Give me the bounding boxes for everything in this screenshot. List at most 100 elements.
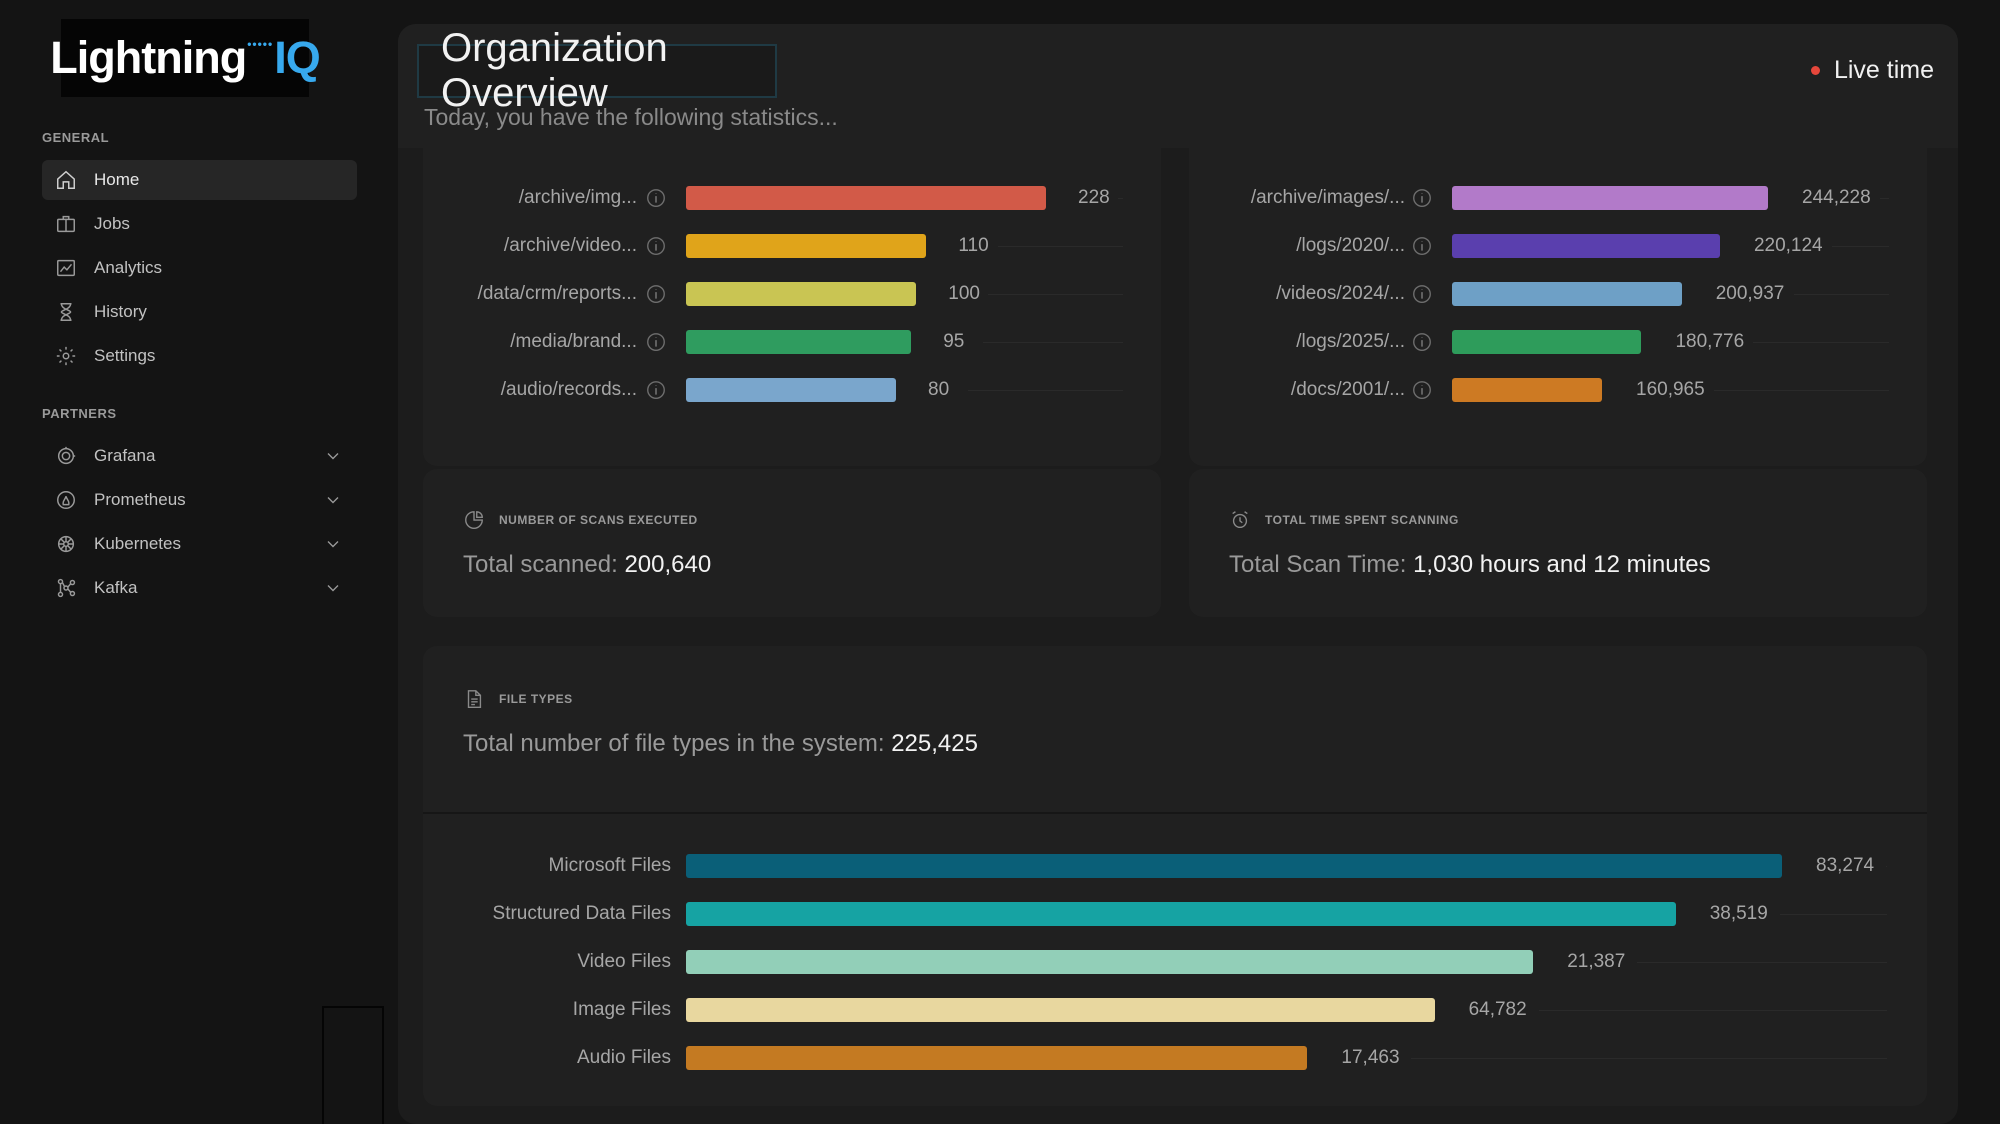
chart-row: /media/brand... 95 — [423, 330, 1161, 354]
bar[interactable] — [686, 330, 912, 354]
file-types-heading: FILE TYPES — [463, 688, 573, 710]
sidebar-item-prometheus[interactable]: Prometheus — [42, 480, 357, 520]
chevron-down-icon[interactable] — [323, 446, 343, 466]
bar-value: 83,274 — [1816, 855, 1875, 876]
sidebar-item-label: Prometheus — [94, 490, 186, 509]
sidebar-item-label: Home — [94, 170, 140, 189]
info-icon[interactable] — [645, 187, 667, 209]
bar-label: /media/brand... — [510, 331, 637, 352]
chevron-down-icon[interactable] — [323, 578, 343, 598]
scans-executed-card: NUMBER OF SCANS EXECUTED Total scanned: … — [423, 469, 1161, 617]
bar[interactable] — [1452, 234, 1720, 258]
chart-row: Audio Files 17,463 — [423, 1046, 1927, 1070]
bar[interactable] — [686, 1046, 1308, 1070]
grid-line — [1880, 198, 1889, 199]
chart-row: /archive/video... 110 — [423, 234, 1161, 258]
sidebar-item-home[interactable]: Home — [42, 160, 357, 200]
sidebar-item-analytics[interactable]: Analytics — [42, 248, 357, 288]
chart-row: /videos/2024/... 200,937 — [1189, 282, 1927, 306]
chart-row: Structured Data Files 38,519 — [423, 902, 1927, 926]
chart-row: /archive/images/... 244,228 — [1189, 186, 1927, 210]
file-types-card: FILE TYPES Total number of file types in… — [423, 646, 1927, 1106]
scans-total-value: 200,640 — [624, 551, 712, 578]
sidebar-item-history[interactable]: History — [42, 292, 357, 332]
chart-icon — [54, 256, 78, 280]
bar[interactable] — [686, 282, 917, 306]
bar[interactable] — [686, 854, 1782, 878]
sidebar-item-settings[interactable]: Settings — [42, 336, 357, 376]
page-header: Organization Overview Today, you have th… — [398, 24, 1958, 148]
bar[interactable] — [686, 234, 927, 258]
grid-line — [1118, 198, 1123, 199]
top-paths-count-card: /archive/img... 228/archive/video... 110/d… — [423, 148, 1161, 466]
chart-row: /archive/img... 228 — [423, 186, 1161, 210]
scan-time-total: Total Scan Time: 1,030 hours and 12 minu… — [1229, 551, 1711, 579]
sidebar-item-grafana[interactable]: Grafana — [42, 436, 357, 476]
pie-chart-icon — [465, 511, 483, 529]
sidebar-item-label: Kafka — [94, 578, 138, 597]
info-icon[interactable] — [1411, 235, 1433, 257]
chart-row: /logs/2020/... 220,124 — [1189, 234, 1927, 258]
bar[interactable] — [686, 186, 1046, 210]
chart-row: /docs/2001/... 160,965 — [1189, 378, 1927, 402]
bar-value: 17,463 — [1341, 1047, 1400, 1068]
scan-time-total-label: Total Scan Time: — [1229, 551, 1414, 578]
bar[interactable] — [1452, 186, 1768, 210]
scans-heading-label: NUMBER OF SCANS EXECUTED — [499, 513, 698, 527]
sidebar-item-jobs[interactable]: Jobs — [42, 204, 357, 244]
top-paths-size-card: /archive/images/... 244,228/logs/2020/...… — [1189, 148, 1927, 466]
sidebar-item-kubernetes[interactable]: Kubernetes — [42, 524, 357, 564]
bar-value: 110 — [958, 235, 989, 256]
bar-label: /audio/records... — [500, 379, 637, 400]
file-types-total: Total number of file types in the system… — [463, 730, 978, 758]
section-label-partners: PARTNERS — [42, 406, 117, 421]
bar[interactable] — [1452, 282, 1682, 306]
bar-value: 220,124 — [1753, 235, 1823, 256]
bar[interactable] — [686, 950, 1534, 974]
grid-line — [1753, 342, 1889, 343]
info-icon[interactable] — [1411, 331, 1433, 353]
grid-line — [1411, 1058, 1887, 1059]
info-icon[interactable] — [645, 379, 667, 401]
chart-row: /logs/2025/... 180,776 — [1189, 330, 1927, 354]
main-panel: Organization Overview Today, you have th… — [398, 24, 1958, 1124]
sidebar-item-label: Grafana — [94, 446, 156, 465]
info-icon[interactable] — [645, 235, 667, 257]
info-icon[interactable] — [645, 331, 667, 353]
bar[interactable] — [686, 902, 1676, 926]
bar[interactable] — [1452, 330, 1642, 354]
sidebar: Lightning ••••• IQ GENERAL Home Jobs Analy… — [0, 0, 395, 1124]
info-icon[interactable] — [1411, 283, 1433, 305]
bar[interactable] — [1452, 378, 1602, 402]
logo[interactable]: Lightning ••••• IQ — [50, 19, 321, 97]
chevron-down-icon[interactable] — [323, 534, 343, 554]
bar-label: /logs/2020/... — [1296, 235, 1405, 256]
bar-label: /archive/img... — [518, 187, 637, 208]
file-types-total-value: 225,425 — [891, 730, 978, 757]
grid-line — [998, 246, 1123, 247]
info-icon[interactable] — [1411, 379, 1433, 401]
file-types-total-label: Total number of file types in the system… — [463, 730, 892, 757]
sidebar-item-kafka[interactable]: Kafka — [42, 568, 357, 608]
logo-text-iq: IQ — [274, 32, 321, 83]
chevron-down-icon[interactable] — [323, 490, 343, 510]
info-icon[interactable] — [1411, 187, 1433, 209]
grid-line — [1793, 294, 1889, 295]
live-time-indicator[interactable]: Live time — [1810, 56, 1934, 85]
bar-value: 38,519 — [1709, 903, 1768, 924]
grafana-icon — [54, 444, 78, 468]
section-label-general: GENERAL — [42, 130, 110, 145]
page-subtitle: Today, you have the following statistics… — [424, 104, 838, 130]
helm-icon — [54, 532, 78, 556]
bar-label: /videos/2024/... — [1276, 283, 1405, 304]
grid-line — [1779, 914, 1887, 915]
bar[interactable] — [686, 998, 1435, 1022]
info-icon[interactable] — [645, 283, 667, 305]
bar-label: /docs/2001/... — [1290, 379, 1405, 400]
sidebar-item-label: Settings — [94, 346, 156, 365]
briefcase-icon — [54, 212, 78, 236]
bar[interactable] — [686, 378, 896, 402]
chart-row: Microsoft Files 83,274 — [423, 854, 1927, 878]
bar-value: 100 — [948, 283, 980, 304]
